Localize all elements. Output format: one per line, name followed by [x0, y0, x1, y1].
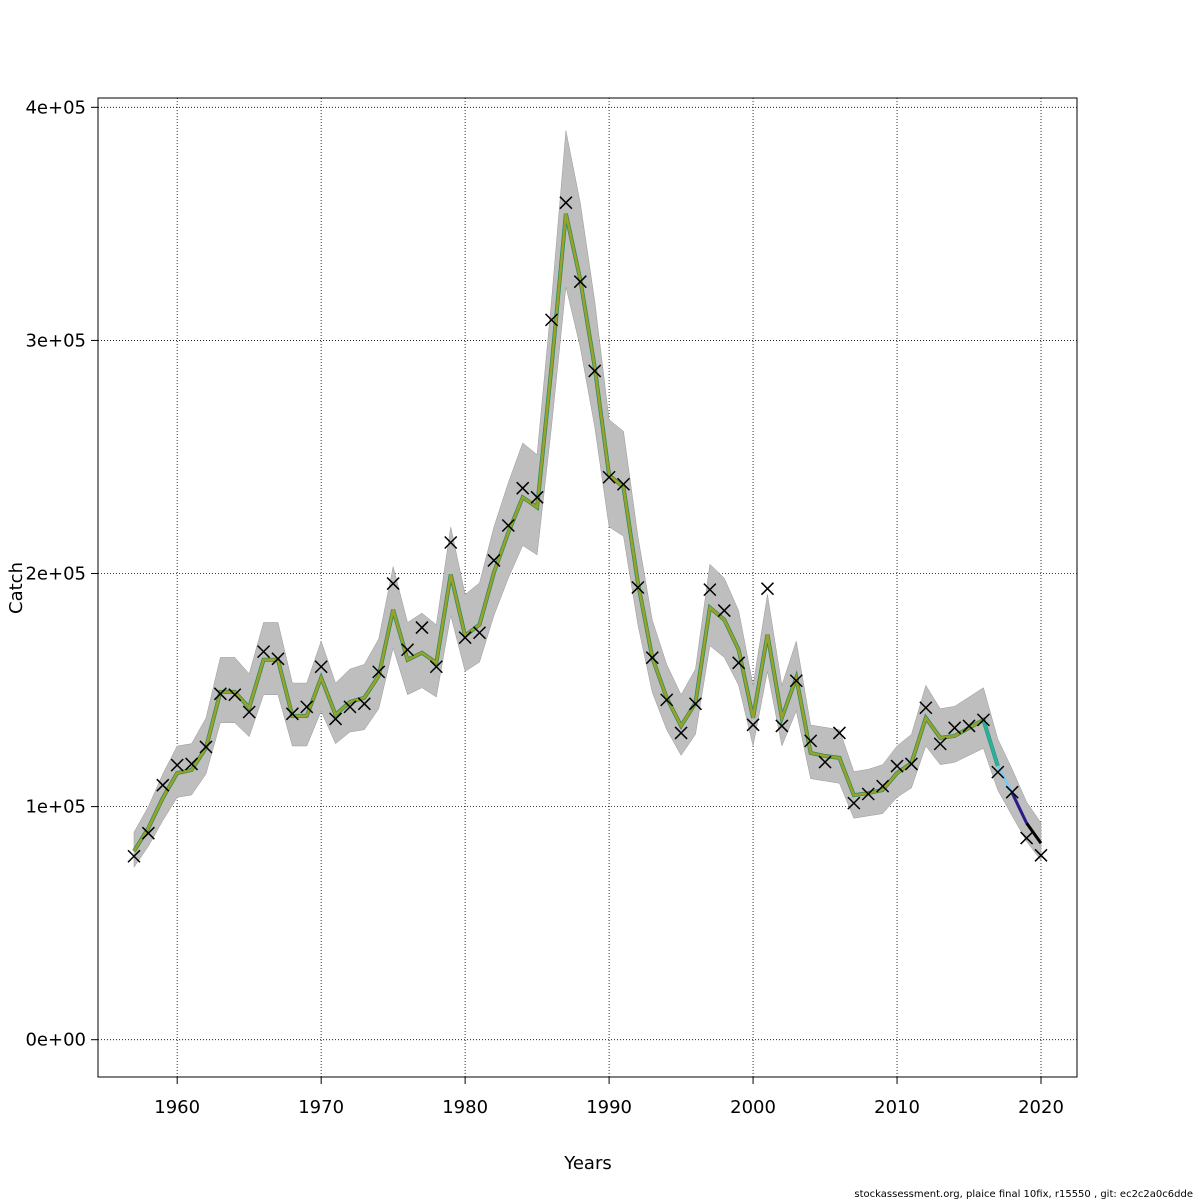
x-axis: 1960 1970 1980 1990 2000 2010 2020 — [154, 1077, 1064, 1118]
fitted-line — [132, 213, 1000, 852]
observed-point — [199, 740, 213, 754]
confidence-band — [133, 130, 1042, 869]
observed-point — [573, 275, 587, 289]
x-tick-label: 1960 — [154, 1097, 200, 1118]
observed-point — [257, 645, 271, 659]
observed-point — [674, 726, 688, 740]
observed-point — [185, 757, 199, 771]
fitted-line-underlay — [132, 213, 1000, 853]
y-tick-label: 3e+05 — [25, 330, 86, 351]
observed-point — [818, 755, 832, 769]
observed-point — [343, 700, 357, 714]
observed-point — [314, 660, 328, 674]
observed-point — [948, 721, 962, 735]
x-tick-label: 1970 — [298, 1097, 344, 1118]
observed-point — [861, 787, 875, 801]
x-tick-label: 2010 — [874, 1097, 920, 1118]
observed-point — [372, 665, 386, 679]
observed-point — [156, 778, 170, 792]
observed-point — [357, 697, 371, 711]
observed-point — [559, 196, 573, 210]
observed-point — [300, 700, 314, 714]
observed-point — [688, 697, 703, 711]
observed-point — [530, 490, 544, 504]
confidence-band-area — [133, 130, 1042, 869]
observed-point — [329, 712, 343, 726]
observed-point — [717, 604, 731, 618]
observed-point — [804, 734, 818, 748]
observed-point — [616, 477, 631, 491]
y-tick-label: 4e+05 — [25, 97, 86, 118]
observed-point — [170, 758, 184, 772]
observed-point — [991, 765, 1005, 779]
observed-point — [876, 779, 890, 793]
footer-text: stockassessment.org, plaice final 10fix,… — [854, 1189, 1193, 1200]
retro-line-segment — [981, 719, 1000, 767]
y-tick-label: 2e+05 — [25, 564, 86, 585]
observed-point — [760, 582, 774, 596]
observed-point — [919, 701, 933, 715]
y-tick-label: 0e+00 — [25, 1030, 86, 1051]
observed-point — [386, 577, 400, 591]
observed-point — [458, 631, 472, 645]
observed-point — [544, 313, 559, 327]
observed-point — [890, 759, 904, 773]
observed-point — [660, 693, 674, 707]
observed-point — [976, 713, 990, 727]
y-tick-label: 1e+05 — [25, 797, 86, 818]
observed-point — [1005, 785, 1019, 799]
retro-line-segment — [1025, 822, 1043, 845]
observed-point — [415, 621, 429, 635]
observed-point — [242, 705, 256, 719]
observed-point — [775, 719, 789, 733]
observed-point — [1034, 848, 1048, 862]
observed-point — [847, 796, 861, 810]
observed-point — [213, 687, 227, 701]
y-axis: 0e+00 1e+05 2e+05 3e+05 4e+05 — [25, 97, 98, 1051]
observed-point — [631, 580, 645, 595]
observed-point — [501, 518, 515, 533]
x-tick-label: 1990 — [586, 1097, 632, 1118]
x-axis-label: Years — [563, 1153, 612, 1174]
observed-point — [472, 626, 487, 640]
observed-point — [141, 826, 155, 840]
observed-point — [732, 656, 746, 670]
x-tick-label: 1980 — [442, 1097, 488, 1118]
observed-point — [645, 651, 659, 665]
observed-point — [285, 707, 299, 721]
observed-point — [602, 470, 616, 484]
observed-point — [444, 535, 458, 550]
observed-point — [933, 737, 947, 751]
x-tick-label: 2020 — [1018, 1097, 1064, 1118]
observed-points — [127, 196, 1048, 863]
observed-point — [962, 719, 976, 733]
observed-point — [703, 583, 717, 597]
retro-line-segment — [1010, 792, 1028, 824]
grid — [98, 98, 1077, 1077]
observed-point — [746, 718, 760, 732]
observed-point — [429, 660, 443, 674]
y-axis-label: Catch — [6, 562, 27, 614]
x-tick-label: 2000 — [730, 1097, 776, 1118]
observed-point — [789, 674, 803, 688]
observed-point — [401, 643, 415, 657]
observed-point — [1020, 831, 1034, 845]
observed-point — [127, 849, 141, 863]
plot-box — [97, 97, 1078, 1078]
observed-point — [588, 364, 602, 378]
observed-point — [228, 688, 242, 702]
observed-point — [271, 652, 285, 666]
observed-point — [832, 726, 846, 740]
observed-point — [487, 553, 501, 567]
observed-point — [904, 757, 918, 771]
observed-point — [516, 481, 530, 495]
